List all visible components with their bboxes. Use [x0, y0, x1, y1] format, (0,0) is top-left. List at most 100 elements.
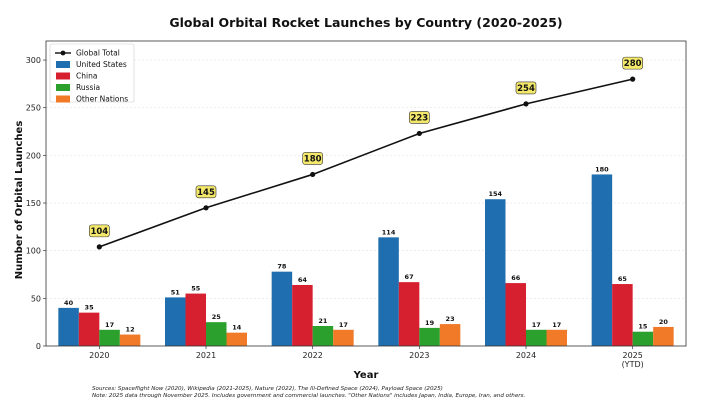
bar-other-nations — [653, 326, 674, 346]
x-tick-label: 2025 — [622, 351, 642, 360]
bar-russia — [206, 322, 227, 346]
bar-value-label: 17 — [339, 321, 348, 329]
bar-russia — [526, 329, 547, 346]
total-label-box — [302, 152, 323, 165]
bar-value-label: 15 — [638, 323, 648, 331]
global-total-point — [96, 244, 102, 250]
bar-value-label: 65 — [618, 275, 628, 283]
x-tick-label: 2023 — [409, 351, 429, 360]
bar-russia — [632, 331, 654, 346]
total-label-box — [195, 185, 217, 199]
bar-russia — [312, 325, 334, 346]
total-label-text: 223 — [410, 113, 428, 123]
global-total-point — [203, 205, 209, 211]
bar-russia — [419, 327, 440, 346]
bar-china — [185, 293, 206, 346]
legend-swatch — [56, 61, 70, 68]
x-tick-label: 2022 — [302, 351, 322, 360]
legend-box — [49, 43, 135, 103]
bar-united-states — [591, 174, 613, 346]
global-total-label: 223 — [409, 111, 430, 124]
total-line: 104 145 180 223 254 280 — [89, 56, 643, 250]
bar-other-nations — [119, 334, 141, 346]
x-tick-label: 2024 — [516, 351, 536, 360]
plot-frame — [45, 40, 687, 347]
legend-label: Global Total — [76, 49, 120, 58]
legend-label: Other Nations — [76, 95, 128, 104]
x-axis: 2020 2021 2022 2023 2024 2025(YTD) — [89, 346, 644, 369]
bar-value-label: 17 — [552, 321, 561, 329]
bar-value-label: 21 — [318, 317, 328, 325]
total-label-box — [515, 81, 537, 95]
bar-value-label: 40 — [64, 299, 74, 307]
bar-value-label: 64 — [298, 276, 308, 284]
legend-swatch — [56, 84, 70, 91]
footnote-sources: Sources: Spaceflight Now (2020), Wikiped… — [92, 386, 443, 392]
global-total-line — [99, 78, 633, 248]
global-total-label: 254 — [515, 81, 537, 95]
y-axis: 0 50 100 150 200 250 300 — [26, 56, 46, 351]
bar-value-label: 35 — [85, 304, 95, 312]
y-tick-label: 250 — [26, 104, 41, 113]
global-total-point — [416, 130, 422, 137]
global-total-label: 280 — [622, 56, 643, 70]
total-label-text: 145 — [197, 188, 215, 198]
total-label-text: 280 — [624, 59, 642, 69]
bars: 40 51 78 114 154 180 35 55 64 67 66 65 17 25 21 19 17 15 1… — [58, 165, 674, 346]
legend-label: United States — [76, 60, 127, 69]
y-tick-label: 50 — [31, 294, 41, 303]
legend-label: China — [76, 72, 97, 81]
y-tick-label: 300 — [26, 56, 41, 65]
x-tick-label: 2021 — [196, 351, 216, 360]
legend-swatch — [56, 72, 70, 80]
total-label-box — [622, 56, 643, 70]
grid-lines — [46, 59, 686, 347]
bar-united-states — [165, 297, 186, 346]
global-total-label: 145 — [195, 185, 217, 199]
bar-value-label: 51 — [171, 288, 181, 296]
global-total-point — [523, 101, 529, 107]
bar-china — [292, 285, 313, 346]
global-total-point — [310, 171, 316, 178]
bar-china — [505, 283, 526, 346]
total-label-box — [89, 224, 110, 238]
x-tick-label: 2020 — [89, 351, 109, 360]
bar-united-states — [485, 199, 506, 346]
bar-other-nations — [546, 329, 567, 346]
bar-value-label: 20 — [659, 318, 669, 326]
y-tick-label: 200 — [26, 151, 41, 160]
bar-other-nations — [439, 324, 461, 346]
y-tick-label: 150 — [26, 199, 41, 208]
total-label-text: 180 — [304, 154, 322, 164]
bar-value-label: 17 — [532, 321, 541, 329]
total-label-text: 104 — [90, 227, 108, 237]
global-total-label: 180 — [302, 152, 323, 165]
bar-united-states — [378, 237, 399, 346]
bar-china — [78, 312, 100, 346]
bar-china — [612, 284, 633, 346]
bar-value-label: 66 — [511, 274, 521, 282]
bar-value-label: 14 — [232, 324, 242, 332]
chart-title: Global Orbital Rocket Launches by Countr… — [169, 15, 562, 30]
bar-value-label: 25 — [212, 313, 222, 321]
bar-value-label: 17 — [105, 321, 114, 329]
global-total-label: 104 — [89, 224, 110, 238]
bar-other-nations — [333, 329, 354, 346]
total-label-box — [409, 111, 430, 124]
y-axis-title: Number of Orbital Launches — [14, 121, 25, 280]
bar-value-label: 23 — [446, 315, 455, 323]
bar-china — [398, 282, 420, 346]
bar-united-states — [58, 307, 79, 346]
bar-value-label: 180 — [595, 165, 609, 173]
footnote-note: Note: 2025 data through November 2025. I… — [92, 393, 525, 399]
bar-united-states — [271, 271, 293, 346]
y-tick-label: 100 — [26, 247, 41, 256]
y-tick-label: 0 — [36, 342, 41, 351]
bar-value-label: 67 — [405, 273, 414, 281]
bar-value-label: 12 — [126, 326, 135, 334]
bar-value-label: 55 — [191, 285, 201, 293]
bar-value-label: 154 — [488, 190, 502, 198]
legend: Global Total United States China Russia Othe… — [49, 43, 135, 104]
